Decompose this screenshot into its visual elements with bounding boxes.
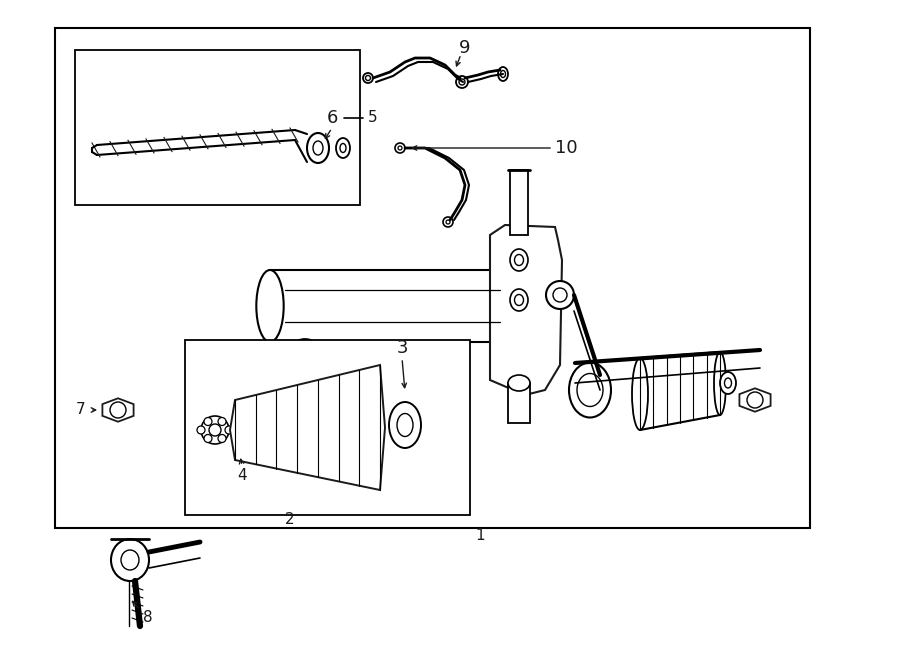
Ellipse shape bbox=[510, 289, 528, 311]
Circle shape bbox=[204, 434, 212, 442]
Bar bbox=[55, 28, 810, 528]
Circle shape bbox=[197, 426, 205, 434]
Circle shape bbox=[287, 339, 323, 375]
Text: 5: 5 bbox=[368, 110, 378, 126]
Circle shape bbox=[365, 75, 371, 81]
Ellipse shape bbox=[397, 414, 413, 436]
Circle shape bbox=[363, 73, 373, 83]
Ellipse shape bbox=[553, 288, 567, 302]
Bar bbox=[75, 50, 360, 205]
Polygon shape bbox=[490, 225, 562, 395]
Ellipse shape bbox=[340, 143, 346, 153]
Ellipse shape bbox=[632, 358, 648, 430]
Circle shape bbox=[459, 79, 465, 85]
Ellipse shape bbox=[111, 539, 149, 581]
Text: 9: 9 bbox=[459, 39, 471, 57]
Ellipse shape bbox=[724, 378, 732, 388]
Bar bbox=[185, 340, 470, 515]
Circle shape bbox=[747, 392, 763, 408]
Bar bbox=[270, 270, 505, 342]
Circle shape bbox=[218, 418, 226, 426]
Text: 1: 1 bbox=[475, 527, 485, 543]
Ellipse shape bbox=[494, 270, 516, 342]
Ellipse shape bbox=[307, 133, 329, 163]
Ellipse shape bbox=[515, 254, 524, 266]
Circle shape bbox=[110, 402, 126, 418]
Bar bbox=[510, 170, 528, 235]
Ellipse shape bbox=[256, 270, 284, 342]
Ellipse shape bbox=[336, 138, 350, 158]
Ellipse shape bbox=[508, 375, 530, 391]
Text: 4: 4 bbox=[238, 469, 247, 483]
Text: 6: 6 bbox=[327, 109, 338, 127]
Ellipse shape bbox=[389, 402, 421, 448]
Text: 8: 8 bbox=[143, 611, 153, 625]
Ellipse shape bbox=[313, 141, 323, 155]
Circle shape bbox=[395, 143, 405, 153]
Ellipse shape bbox=[577, 373, 603, 407]
Circle shape bbox=[398, 146, 402, 150]
Circle shape bbox=[446, 220, 450, 224]
Circle shape bbox=[209, 424, 221, 436]
Circle shape bbox=[456, 76, 468, 88]
Ellipse shape bbox=[569, 362, 611, 418]
Ellipse shape bbox=[546, 281, 574, 309]
Text: 2: 2 bbox=[285, 512, 295, 527]
Circle shape bbox=[204, 418, 212, 426]
Polygon shape bbox=[103, 399, 133, 422]
Ellipse shape bbox=[500, 71, 506, 77]
Polygon shape bbox=[230, 365, 385, 490]
Ellipse shape bbox=[498, 67, 508, 81]
Bar bbox=[490, 275, 508, 287]
Polygon shape bbox=[740, 388, 770, 412]
Ellipse shape bbox=[714, 352, 726, 415]
Ellipse shape bbox=[720, 372, 736, 394]
Circle shape bbox=[225, 426, 233, 434]
Ellipse shape bbox=[515, 295, 524, 305]
Circle shape bbox=[443, 217, 453, 227]
Ellipse shape bbox=[510, 249, 528, 271]
Text: 10: 10 bbox=[555, 139, 578, 157]
Circle shape bbox=[201, 416, 229, 444]
Text: 3: 3 bbox=[396, 339, 408, 357]
Bar bbox=[508, 383, 530, 423]
Text: 7: 7 bbox=[76, 403, 85, 418]
Circle shape bbox=[218, 434, 226, 442]
Ellipse shape bbox=[121, 550, 139, 570]
Circle shape bbox=[297, 349, 313, 365]
